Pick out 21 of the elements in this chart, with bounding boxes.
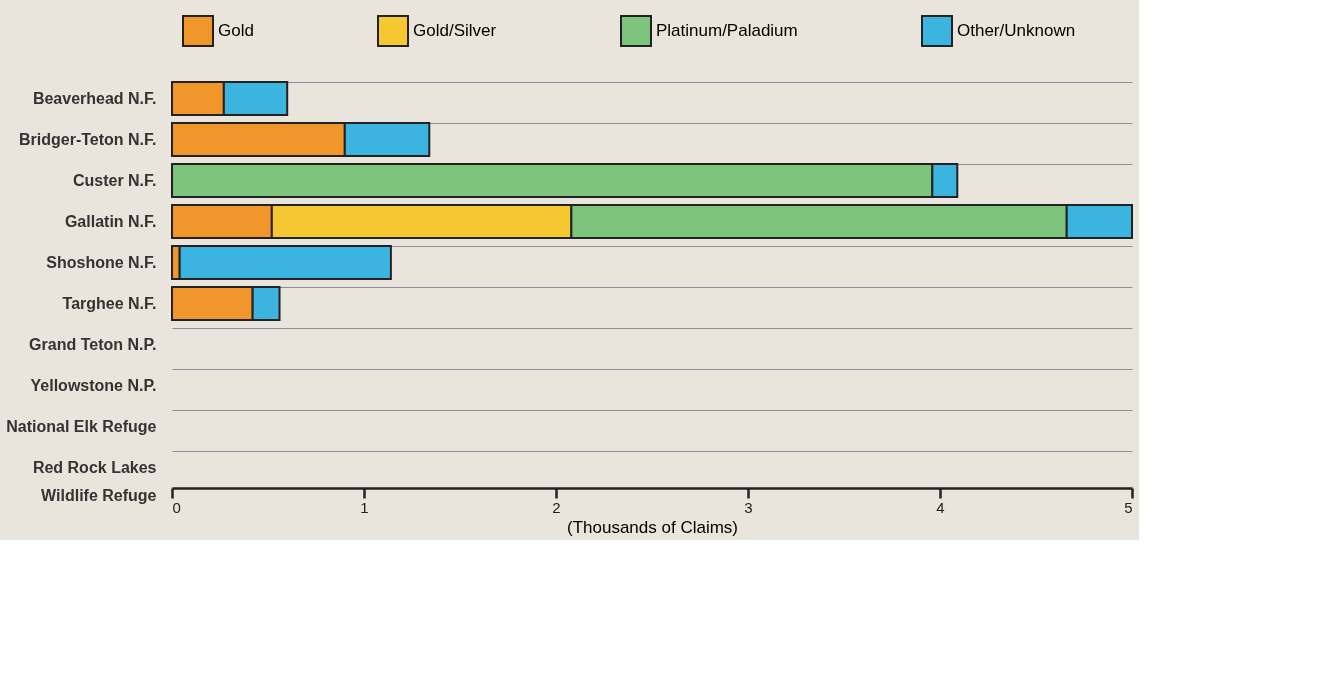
- legend-label: Gold/Silver: [413, 21, 497, 40]
- y-tick-label: Grand Teton N.P.: [29, 335, 157, 353]
- y-tick-label: National Elk Refuge: [6, 417, 157, 435]
- y-tick-label: Bridger-Teton N.F.: [19, 130, 157, 148]
- y-tick-label: Yellowstone N.P.: [30, 376, 157, 394]
- x-axis-title: (Thousands of Claims): [566, 517, 739, 537]
- y-tick-label: Shoshone N.F.: [46, 253, 157, 271]
- y-tick-label: Targhee N.F.: [62, 294, 157, 312]
- y-tick-label: Custer N.F.: [72, 171, 157, 189]
- x-tick-label: 2: [552, 498, 561, 516]
- legend-label: Platinum/Paladium: [656, 21, 798, 40]
- y-tick-label: Gallatin N.F.: [64, 212, 157, 230]
- x-tick-label: 3: [744, 498, 753, 516]
- y-tick-label: Beaverhead N.F.: [32, 89, 157, 107]
- x-tick-label: 1: [360, 498, 369, 516]
- legend-label: Gold: [218, 21, 254, 40]
- legend-label: Other/Unknown: [957, 21, 1076, 40]
- y-tick-label: Red Rock Lakes Wildlife Refuge: [32, 458, 157, 504]
- x-tick-label: 4: [936, 498, 945, 516]
- x-tick-label: 5: [1124, 498, 1133, 516]
- x-tick-label: 0: [172, 498, 181, 516]
